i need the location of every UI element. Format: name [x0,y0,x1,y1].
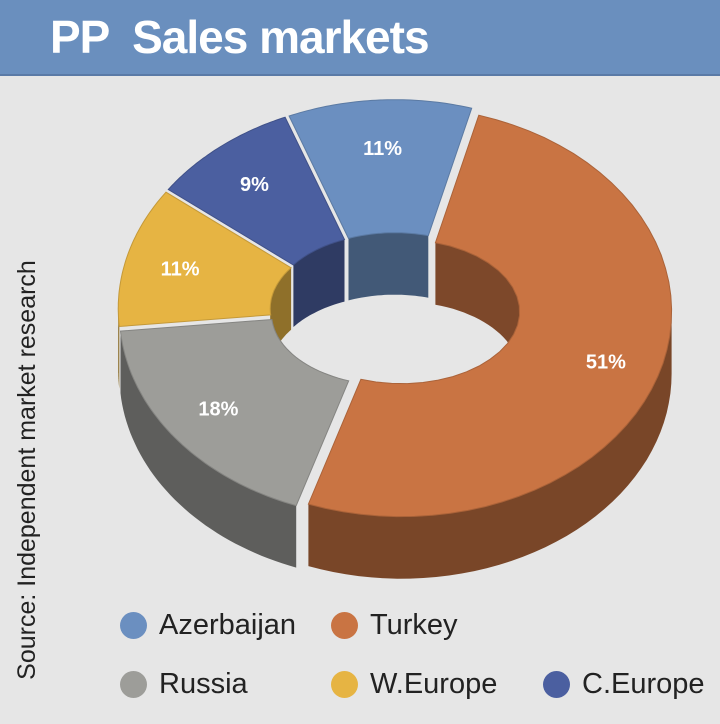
data-label-c-europe: 9% [240,174,269,196]
legend-item-azerbaijan: Azerbaijan [120,608,296,642]
donut-top-faces [117,99,673,518]
legend-item-c-europe: C.Europe [543,667,705,701]
inner-wall-azerbaijan [348,232,429,301]
legend-label: W.Europe [370,667,498,700]
outer-wall-turkey [308,311,672,579]
data-label-azerbaijan: 11% [363,138,402,160]
slice-russia [119,318,350,507]
page-title: PP Sales markets [50,11,430,63]
legend-swatch [120,611,147,639]
legend-item-turkey: Turkey [331,608,458,642]
legend-label: Azerbaijan [159,608,297,641]
legend-item-w-europe: W.Europe [331,667,497,701]
legend-item-russia: Russia [120,667,248,701]
legend-label: C.Europe [582,667,705,700]
legend-swatch [120,670,147,698]
header-bar: PP Sales markets [0,0,720,76]
slice-azerbaijan [288,99,473,239]
slice-turkey [307,114,673,518]
legend-swatch [331,611,358,639]
legend-swatch [543,670,570,698]
data-label-w-europe: 11% [161,259,200,281]
donut-labels: 11% 51% 18% 11% 9% [161,138,626,421]
legend-label: Turkey [370,608,458,641]
data-label-turkey: 51% [586,351,626,373]
slice-w-europe [117,191,292,328]
inner-wall-c-europe [293,239,345,327]
legend-swatch [331,670,358,698]
legend-label: Russia [159,667,248,700]
donut-sides [118,232,672,579]
outer-wall-russia [120,331,297,568]
data-label-russia: 18% [198,399,238,421]
outer-wall-w-europe [118,308,120,389]
slice-c-europe [167,116,346,266]
inner-wall-turkey [435,242,520,374]
donut-chart: 11% 51% 18% 11% 9% [117,99,673,579]
